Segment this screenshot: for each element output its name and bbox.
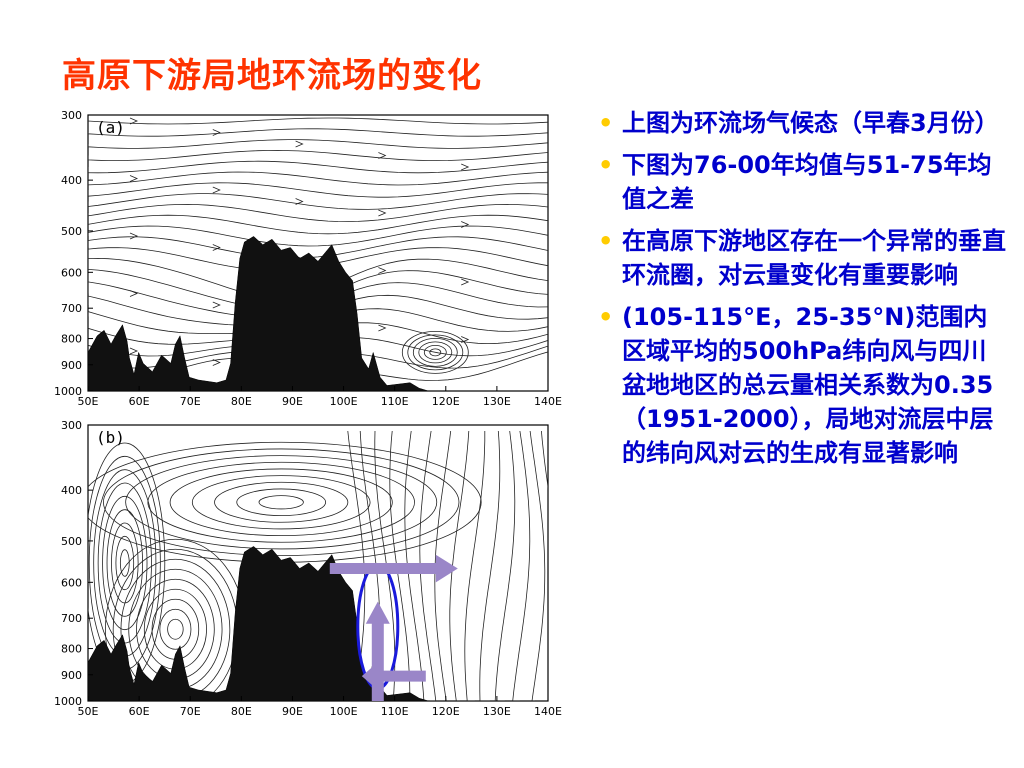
x-tick-label: 60E (129, 705, 150, 718)
y-tick-label: 900 (61, 669, 82, 682)
y-tick-label: 700 (61, 302, 82, 315)
slide-title: 高原下游局地环流场的变化 (62, 56, 482, 96)
y-tick-label: 400 (61, 174, 82, 187)
bullet-dot-icon: • (598, 227, 614, 255)
upper-eastward-arrow-icon (329, 554, 458, 583)
y-tick-label: 800 (61, 333, 82, 346)
x-axis: 50E 60E 70E 80E 90E 100E 110E 120E 130E 140E (78, 696, 562, 718)
y-tick-label: 400 (61, 484, 82, 497)
circulation-overlay (329, 554, 458, 701)
x-tick-label: 100E (330, 705, 358, 718)
x-tick-label: 60E (129, 395, 150, 408)
y-tick-label: 800 (61, 643, 82, 656)
bullet-text: 下图为76-00年均值与51-75年均值之差 (622, 151, 992, 213)
x-tick-label: 100E (330, 395, 358, 408)
panel-label: (a) (96, 118, 125, 137)
y-tick-label: 300 (61, 109, 82, 122)
terrain-silhouette (87, 236, 429, 392)
panel-label: (b) (96, 428, 125, 447)
bullet-list: • 上图为环流场气候态（早春3月份） • 下图为76-00年均值与51-75年均值之… (598, 106, 1008, 478)
bullet-dot-icon: • (598, 109, 614, 137)
bullet-dot-icon: • (598, 151, 614, 179)
y-tick-label: 300 (61, 419, 82, 432)
y-tick-label: 700 (61, 612, 82, 625)
bullet-item: • 下图为76-00年均值与51-75年均值之差 (598, 148, 1008, 216)
y-axis: 300 400 500 600 700 800 900 1000 (54, 419, 93, 708)
streamline-plot-b: 300 400 500 600 700 800 900 1000 50E 60E 70E 80E 90E… (40, 413, 570, 723)
y-tick-label: 500 (61, 535, 82, 548)
x-tick-label: 70E (180, 395, 201, 408)
bullet-text: 在高原下游地区存在一个异常的垂直环流圈，对云量变化有重要影响 (622, 227, 1006, 289)
x-tick-label: 140E (534, 705, 562, 718)
x-tick-label: 130E (483, 705, 511, 718)
x-tick-label: 120E (432, 705, 460, 718)
bullet-text: 上图为环流场气候态（早春3月份） (622, 109, 999, 137)
bullet-dot-icon: • (598, 303, 614, 331)
x-axis: 50E 60E 70E 80E 90E 100E 110E 120E 130E 140E (78, 386, 562, 408)
x-tick-label: 120E (432, 395, 460, 408)
streamline-plot-a: 300 400 500 600 700 800 900 1000 50E 60E 70E 80E 90E… (40, 103, 570, 413)
y-tick-label: 500 (61, 225, 82, 238)
y-tick-label: 600 (61, 266, 82, 279)
x-tick-label: 90E (282, 395, 303, 408)
bullet-item: • 上图为环流场气候态（早春3月份） (598, 106, 1008, 140)
y-tick-label: 900 (61, 359, 82, 372)
y-axis: 300 400 500 600 700 800 900 1000 (54, 109, 93, 398)
x-tick-label: 50E (78, 705, 99, 718)
x-tick-label: 70E (180, 705, 201, 718)
x-tick-label: 140E (534, 395, 562, 408)
x-tick-label: 130E (483, 395, 511, 408)
y-tick-label: 1000 (54, 385, 82, 398)
x-tick-label: 110E (381, 395, 409, 408)
x-tick-label: 110E (381, 705, 409, 718)
x-tick-label: 90E (282, 705, 303, 718)
x-tick-label: 80E (231, 705, 252, 718)
bullet-item: • (105-115°E，25-35°N)范围内区域平均的500hPa纬向风与四川… (598, 300, 1008, 470)
bullet-item: • 在高原下游地区存在一个异常的垂直环流圈，对云量变化有重要影响 (598, 224, 1008, 292)
x-tick-label: 80E (231, 395, 252, 408)
x-tick-label: 50E (78, 395, 99, 408)
y-tick-label: 1000 (54, 695, 82, 708)
bullet-text: (105-115°E，25-35°N)范围内区域平均的500hPa纬向风与四川盆… (622, 303, 994, 467)
upward-arrow-icon (365, 601, 390, 701)
y-tick-label: 600 (61, 576, 82, 589)
